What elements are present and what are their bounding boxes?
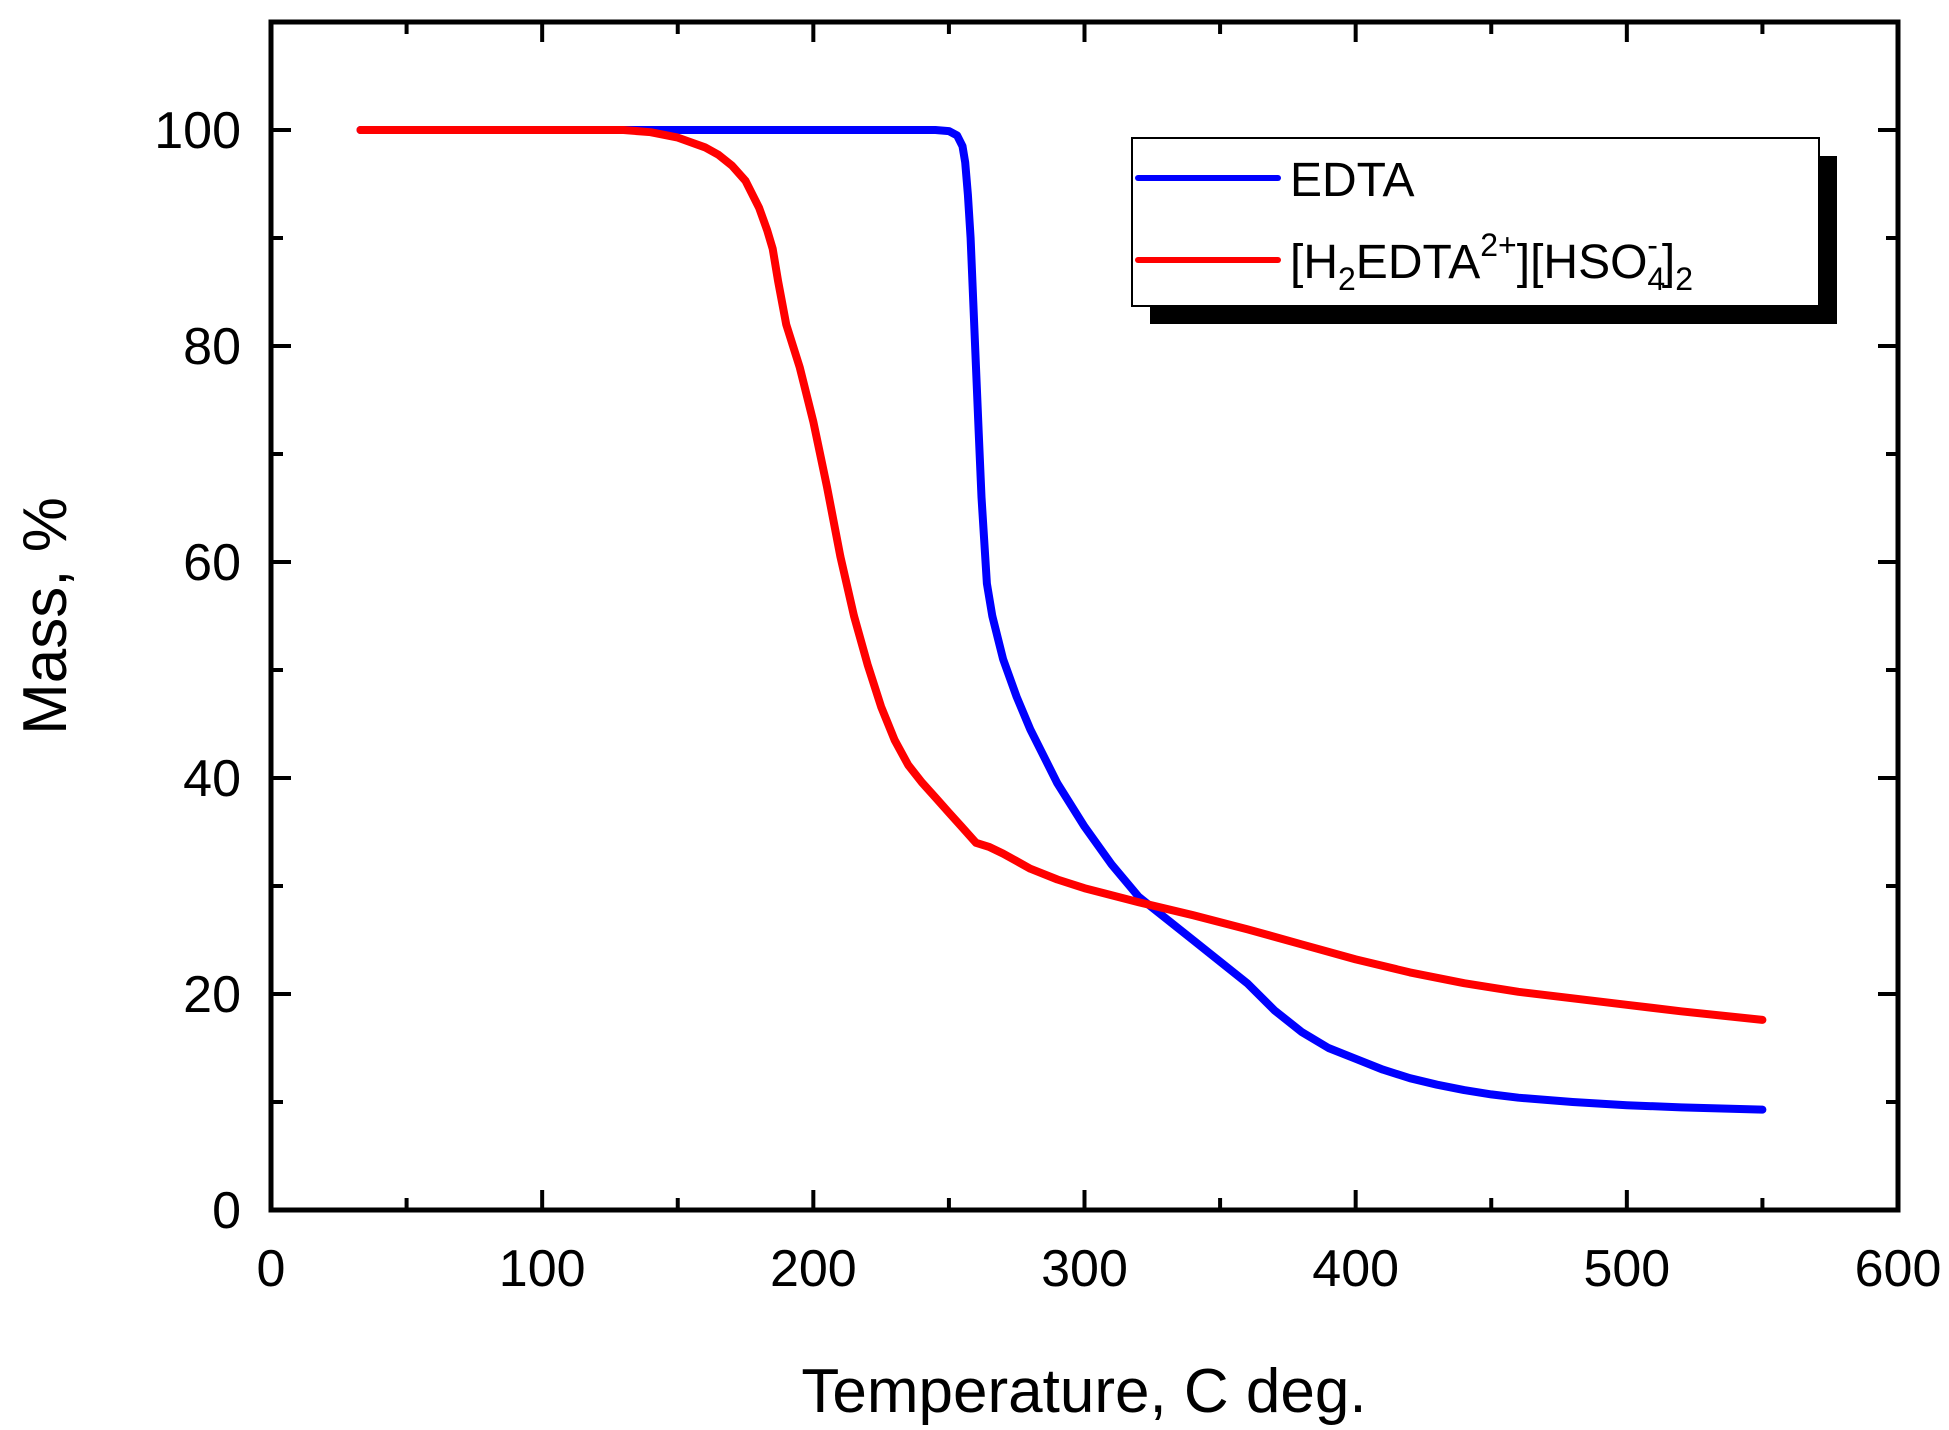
series-layer — [356, 126, 1767, 1114]
x-axis-ticks: 0 100 200 300 400 500 600 — [257, 22, 1942, 1298]
legend-box — [1131, 137, 1820, 307]
x-tick-label: 100 — [499, 1240, 586, 1298]
y-axis-title: Mass, % — [11, 497, 80, 735]
y-tick-label: 80 — [183, 318, 241, 376]
y-tick-label: 100 — [154, 102, 241, 160]
y-tick-label: 20 — [183, 966, 241, 1024]
x-tick-label: 200 — [770, 1240, 857, 1298]
y-tick-label: 60 — [183, 534, 241, 592]
plot-frame — [268, 19, 1901, 1213]
x-tick-label: 400 — [1312, 1240, 1399, 1298]
x-axis-title: Temperature, C deg. — [801, 1357, 1366, 1426]
series-line-salt — [356, 126, 1767, 1024]
legend-label-salt: [H2EDTA2+][HSO4-]2 — [1290, 227, 1693, 297]
y-axis-ticks: 0 20 40 60 80 100 — [154, 102, 1898, 1240]
y-tick-label: 0 — [212, 1182, 241, 1240]
legend: EDTA [H2EDTA2+][HSO4-]2 — [1131, 137, 1837, 324]
x-tick-label: 500 — [1583, 1240, 1670, 1298]
x-tick-label: 300 — [1041, 1240, 1128, 1298]
legend-label-edta: EDTA — [1290, 154, 1414, 207]
series-line-edta — [356, 126, 1767, 1114]
x-tick-label: 600 — [1855, 1240, 1942, 1298]
x-tick-label: 0 — [257, 1240, 286, 1298]
y-tick-label: 40 — [183, 750, 241, 808]
